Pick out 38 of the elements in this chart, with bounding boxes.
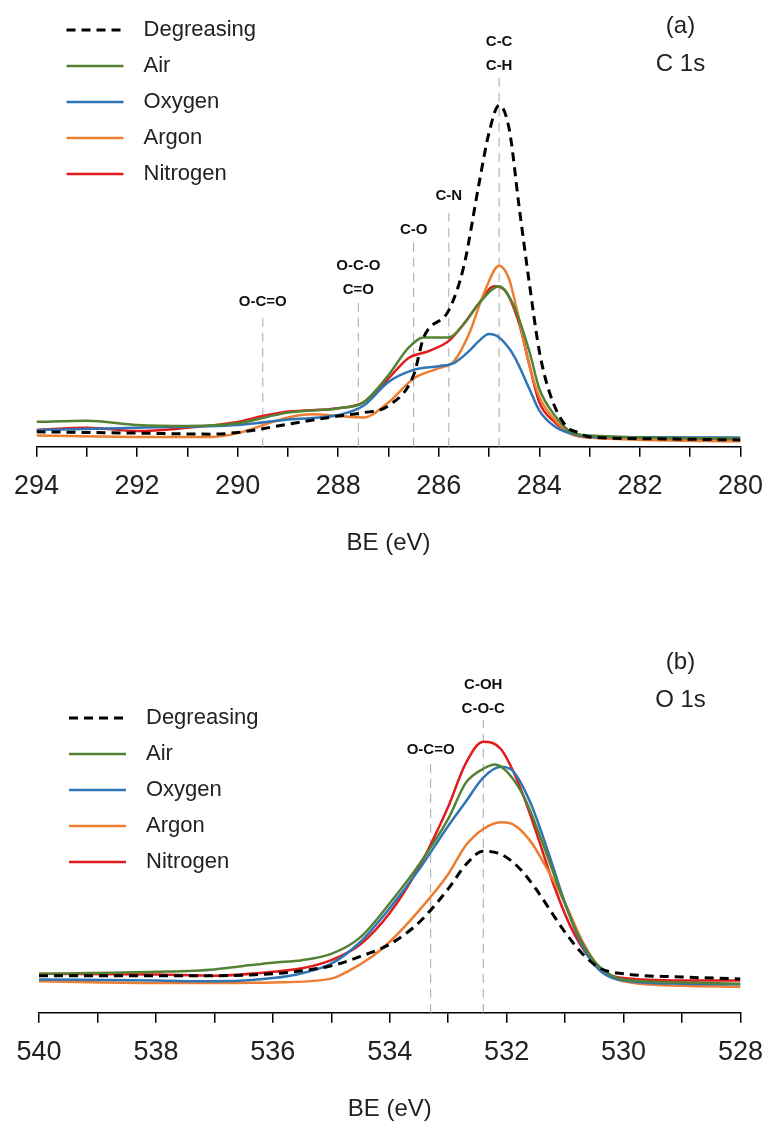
text: (b) bbox=[665, 646, 696, 674]
text: O 1s bbox=[655, 684, 706, 712]
x-tick-label: 282 bbox=[617, 470, 663, 501]
x-tick-label: 540 bbox=[16, 1036, 62, 1067]
x-tick-label: 286 bbox=[416, 470, 462, 501]
ref-line-label: C-C C-H bbox=[485, 32, 513, 74]
x-tick-label: 290 bbox=[215, 470, 261, 501]
legend-label: Argon bbox=[146, 812, 205, 838]
ref-line-label: O-C-O C=O bbox=[336, 255, 381, 297]
x-tick-label: 534 bbox=[367, 1036, 413, 1067]
ref-line-label: O-C=O bbox=[406, 740, 455, 758]
legend-label: Degreasing bbox=[143, 16, 257, 42]
ref-line-label: C-N bbox=[435, 186, 463, 204]
legend-label: Argon bbox=[143, 124, 203, 150]
legend-label: Nitrogen bbox=[143, 160, 227, 186]
ref-line-label: C-O bbox=[399, 220, 428, 238]
x-tick-label: 532 bbox=[484, 1036, 530, 1067]
x-tick-label: 292 bbox=[114, 470, 160, 501]
text: C 1s bbox=[655, 48, 706, 76]
x-axis-title: BE (eV) bbox=[346, 528, 431, 556]
ref-line-label: C-OH C-O-C bbox=[461, 674, 506, 716]
x-tick-label: 288 bbox=[315, 470, 361, 501]
x-tick-label: 280 bbox=[717, 470, 764, 501]
legend-label: Oxygen bbox=[143, 88, 220, 114]
legend-label: Air bbox=[146, 740, 173, 766]
x-axis-title: BE (eV) bbox=[347, 1094, 432, 1122]
x-tick-label: 528 bbox=[717, 1036, 764, 1067]
x-tick-label: 538 bbox=[133, 1036, 179, 1067]
legend-label: Oxygen bbox=[146, 776, 222, 802]
x-tick-label: 294 bbox=[13, 470, 60, 501]
x-tick-label: 530 bbox=[601, 1036, 647, 1067]
x-tick-label: 284 bbox=[516, 470, 562, 501]
ref-line-label: O-C=O bbox=[238, 292, 288, 310]
text: (a) bbox=[665, 10, 696, 38]
legend-label: Degreasing bbox=[146, 704, 259, 730]
x-tick-label: 536 bbox=[250, 1036, 296, 1067]
legend-label: Nitrogen bbox=[146, 848, 230, 874]
legend-label: Air bbox=[143, 52, 171, 78]
